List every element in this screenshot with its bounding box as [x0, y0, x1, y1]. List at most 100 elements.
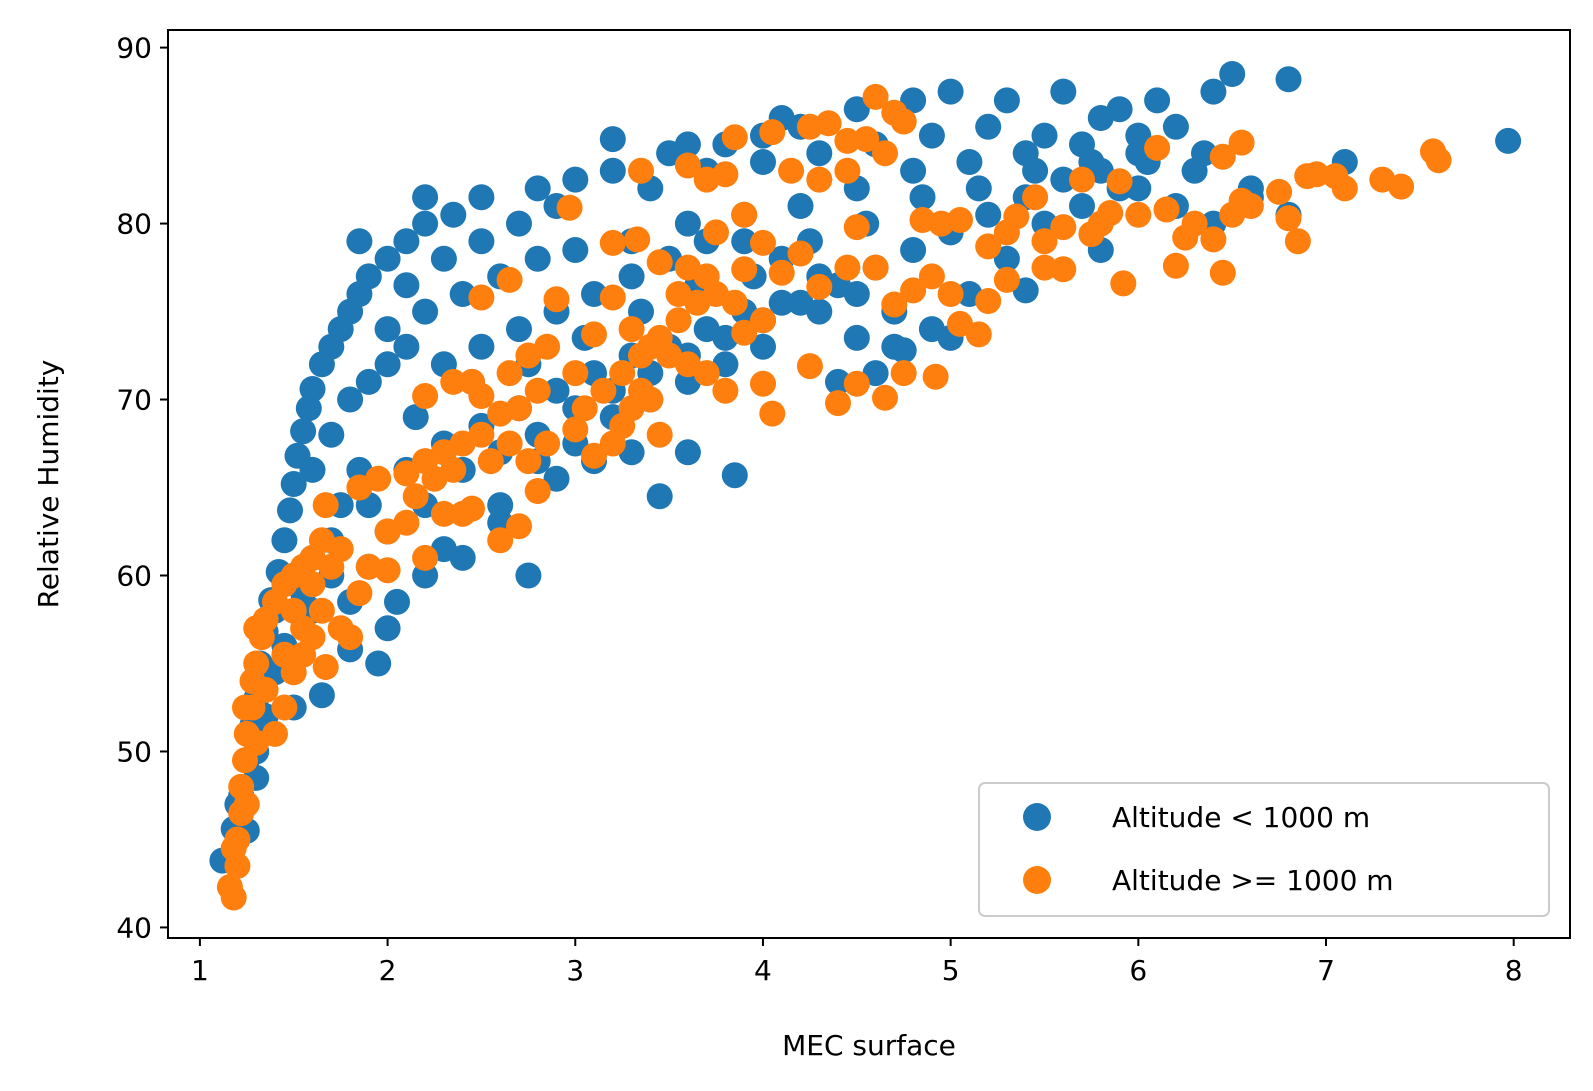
- scatter-point: [872, 140, 898, 167]
- x-tick-label: 7: [1317, 954, 1335, 987]
- x-axis-title: MEC surface: [782, 1029, 956, 1062]
- x-tick-label: 4: [754, 954, 772, 987]
- scatter-point: [1388, 173, 1415, 200]
- scatter-point: [750, 307, 776, 334]
- scatter-point: [778, 157, 805, 184]
- scatter-point: [402, 404, 429, 431]
- scatter-point: [646, 249, 673, 276]
- scatter-point: [796, 353, 823, 380]
- scatter-point: [534, 333, 561, 360]
- scatter-point: [618, 316, 645, 343]
- scatter-point: [787, 193, 814, 219]
- points-layer: [209, 61, 1522, 911]
- scatter-point: [1303, 161, 1330, 188]
- scatter-point: [337, 624, 364, 651]
- y-tick-label: 40: [116, 911, 152, 944]
- scatter-point: [881, 291, 908, 318]
- scatter-point: [1209, 259, 1236, 286]
- scatter-point: [468, 284, 495, 311]
- scatter-point: [562, 166, 589, 193]
- scatter-point: [318, 421, 345, 448]
- scatter-point: [815, 110, 842, 137]
- scatter-point: [843, 370, 870, 397]
- scatter-point: [721, 462, 748, 489]
- scatter-point: [384, 588, 410, 615]
- scatter-point: [252, 676, 279, 703]
- scatter-point: [843, 324, 870, 351]
- plot-frame: [167, 29, 1571, 939]
- scatter-point: [1050, 166, 1077, 193]
- scatter-point: [440, 201, 467, 228]
- scatter-point: [599, 157, 626, 184]
- scatter-point: [1106, 168, 1133, 195]
- x-tick-label: 8: [1505, 954, 1523, 987]
- scatter-point: [308, 682, 335, 709]
- scatter-point: [290, 615, 317, 642]
- scatter-point: [750, 149, 776, 175]
- scatter-point: [459, 495, 485, 522]
- scatter-point: [1022, 157, 1049, 184]
- scatter-point: [759, 119, 786, 146]
- scatter-point: [365, 465, 392, 492]
- scatter-point: [374, 557, 401, 584]
- scatter-point: [506, 316, 532, 343]
- scatter-point: [496, 360, 523, 387]
- scatter-point: [468, 184, 495, 211]
- scatter-point: [1031, 254, 1058, 281]
- scatter-point: [487, 492, 514, 519]
- scatter-point: [806, 273, 833, 300]
- x-tick-label: 6: [1129, 954, 1147, 987]
- scatter-point: [506, 395, 532, 422]
- scatter-point: [806, 166, 833, 193]
- scatter-point: [1153, 196, 1180, 223]
- scatter-point: [430, 500, 457, 527]
- scatter-point: [909, 184, 936, 211]
- scatter-point: [975, 113, 1002, 140]
- scatter-point: [393, 460, 420, 487]
- y-tick-label: 60: [116, 560, 152, 593]
- x-tick-label: 3: [566, 954, 584, 987]
- scatter-point: [646, 421, 673, 448]
- scatter-point: [918, 263, 945, 290]
- scatter-point: [731, 319, 758, 346]
- scatter-point: [562, 360, 589, 387]
- scatter-point: [412, 210, 439, 237]
- scatter-point: [524, 245, 551, 272]
- scatter-point: [674, 210, 701, 237]
- scatter-point: [1144, 134, 1171, 161]
- scatter-point: [1219, 61, 1246, 87]
- scatter-point: [599, 229, 626, 256]
- scatter-point: [220, 835, 247, 862]
- scatter-point: [890, 108, 917, 135]
- scatter-point: [299, 456, 326, 483]
- scatter-point: [731, 256, 758, 283]
- legend-marker-high-altitude: [1023, 866, 1051, 894]
- scatter-point: [1125, 122, 1152, 149]
- scatter-point: [412, 544, 439, 571]
- scatter-point: [834, 254, 861, 281]
- scatter-point: [618, 263, 645, 290]
- scatter-point: [327, 536, 354, 563]
- scatter-point: [750, 229, 776, 256]
- scatter-point: [768, 289, 795, 316]
- scatter-point: [1087, 105, 1114, 131]
- scatter-point: [543, 377, 570, 404]
- scatter-point: [1200, 226, 1227, 253]
- scatter-point: [1237, 193, 1264, 219]
- scatter-point: [975, 201, 1002, 228]
- scatter-point: [1495, 127, 1522, 154]
- scatter-point: [993, 245, 1020, 272]
- scatter-point: [900, 87, 927, 114]
- scatter-point: [468, 333, 495, 360]
- scatter-point: [1284, 228, 1311, 255]
- scatter-point: [571, 395, 598, 422]
- y-tick-label: 70: [116, 384, 152, 417]
- scatter-point: [787, 289, 814, 316]
- scatter-point: [393, 509, 420, 536]
- scatter-point: [581, 321, 607, 348]
- scatter-point: [937, 281, 964, 307]
- scatter-point: [402, 483, 429, 510]
- scatter-point: [937, 78, 964, 105]
- scatter-point: [556, 194, 583, 221]
